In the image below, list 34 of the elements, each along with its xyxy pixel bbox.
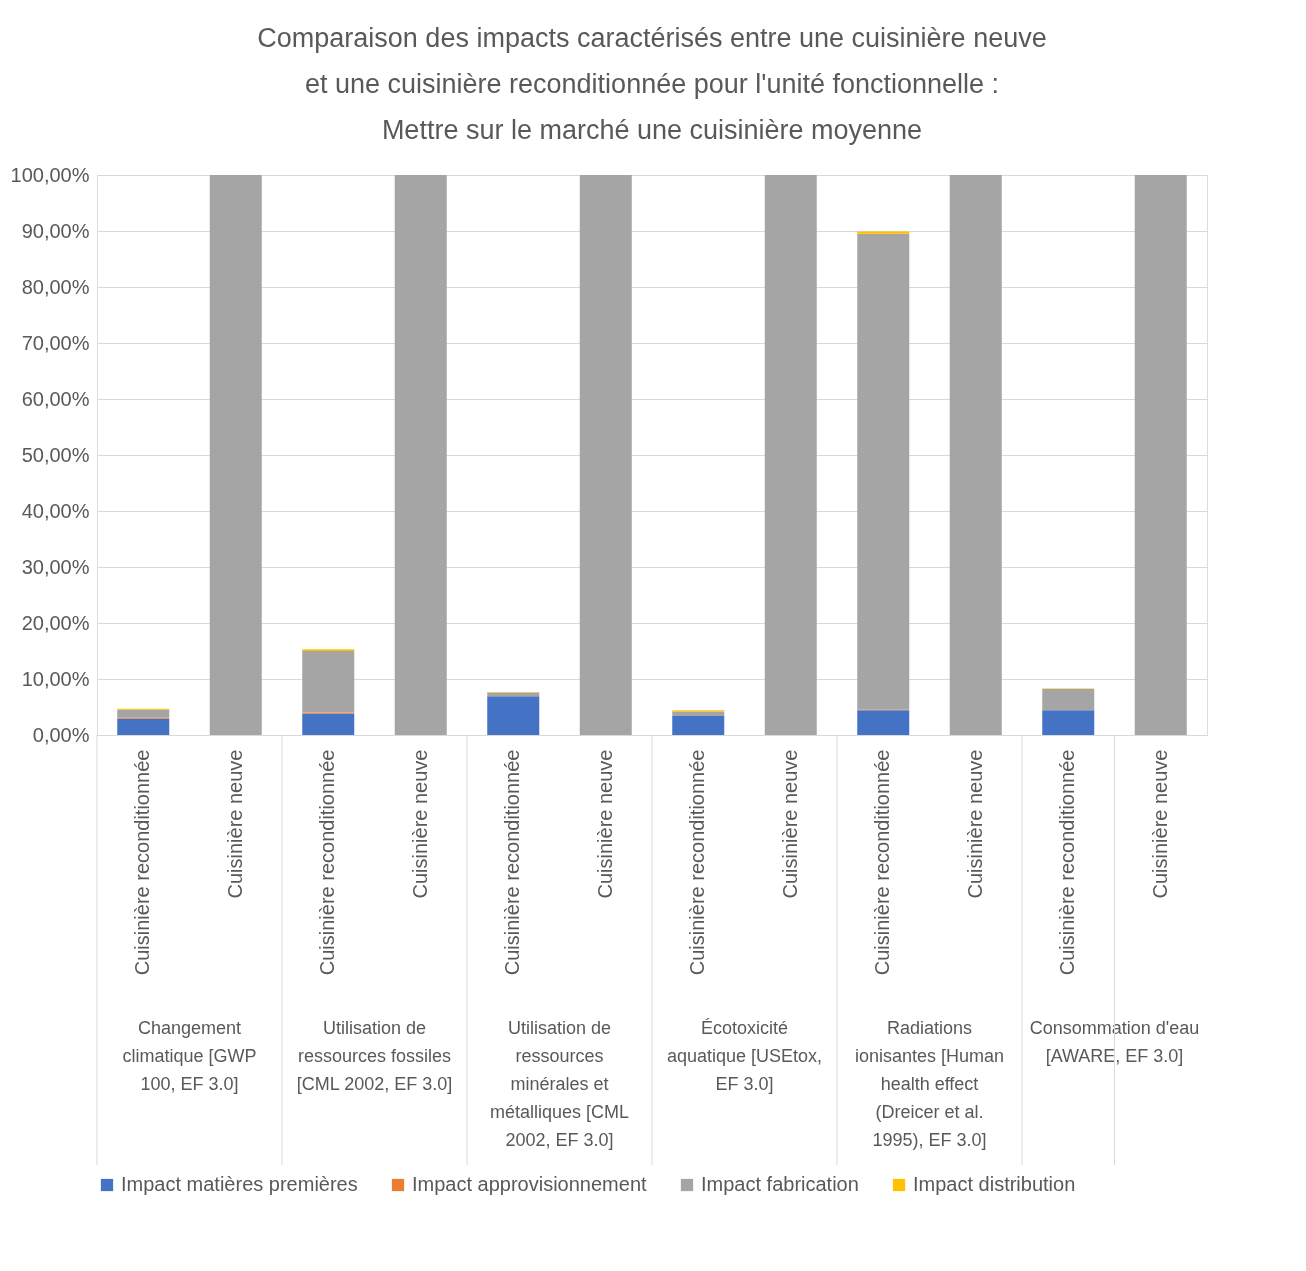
y-tick-label: 40,00% bbox=[21, 499, 90, 522]
x-tick-label: Cuisinière reconditionnée bbox=[131, 749, 154, 976]
x-tick-label: Cuisinière neuve bbox=[593, 749, 616, 899]
x-tick-label: Cuisinière reconditionnée bbox=[1056, 749, 1079, 976]
x-tick-label: Cuisinière reconditionnée bbox=[686, 749, 709, 976]
text: Radiations ionisantes [Human health effect (Dreicer et al. 1995), EF 3.0] bbox=[854, 1018, 1005, 1150]
legend-label: Impact distribution bbox=[913, 1173, 1076, 1195]
y-tick-label: 70,00% bbox=[21, 331, 90, 354]
y-tick-label: 80,00% bbox=[21, 275, 90, 298]
text: Consommation d'eau [AWARE, EF 3.0] bbox=[1029, 1018, 1200, 1066]
x-tick-label: Cuisinière reconditionnée bbox=[316, 749, 339, 976]
text: Changement climatique [GWP 100, EF 3.0] bbox=[122, 1018, 257, 1094]
x-tick-label: Cuisinière neuve bbox=[963, 749, 986, 899]
legend-label: Impact matières premières bbox=[121, 1173, 358, 1195]
y-tick-label: 50,00% bbox=[21, 443, 90, 466]
y-tick-label: 30,00% bbox=[21, 555, 90, 578]
x-tick-label: Cuisinière neuve bbox=[778, 749, 801, 899]
y-tick-label: 10,00% bbox=[21, 667, 90, 690]
text: Écotoxicité aquatique [USEtox, EF 3.0] bbox=[666, 1018, 823, 1094]
legend-label: Impact fabrication bbox=[701, 1173, 859, 1195]
y-tick-label: 60,00% bbox=[21, 387, 90, 410]
text: Utilisation de ressources fossiles [CML 2002, EF 3.0] bbox=[296, 1018, 453, 1094]
y-tick-label: 100,00% bbox=[10, 163, 90, 186]
y-tick-label: 0,00% bbox=[32, 723, 90, 746]
x-tick-label: Cuisinière reconditionnée bbox=[501, 749, 524, 976]
x-tick-label: Cuisinière neuve bbox=[1148, 749, 1171, 899]
chart-title: Comparaison des impacts caractérisés entre une cuisinière neuve et une cuisinière reconditionnée pour l'unité fonctionnelle : Mettre sur le marché une cuisinière moyenne bbox=[257, 23, 1047, 145]
text: Utilisation de ressources minérales et métalliques [CML 2002, EF 3.0] bbox=[489, 1018, 630, 1150]
x-tick-label: Cuisinière reconditionnée bbox=[871, 749, 894, 976]
legend-label: Impact approvisionnement bbox=[412, 1173, 648, 1195]
x-tick-label: Cuisinière neuve bbox=[408, 749, 431, 899]
x-tick-label: Cuisinière neuve bbox=[223, 749, 246, 899]
y-tick-label: 20,00% bbox=[21, 611, 90, 634]
y-tick-label: 90,00% bbox=[21, 219, 90, 242]
